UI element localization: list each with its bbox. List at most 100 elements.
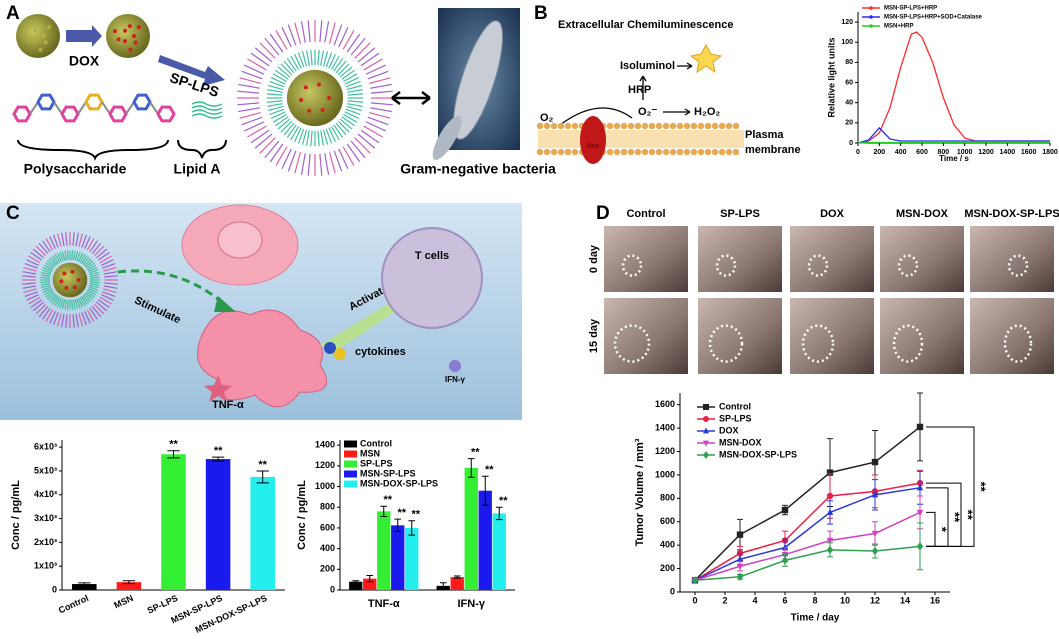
lipid — [317, 130, 320, 147]
mouse-photo — [698, 226, 782, 292]
x-tick-label: 200 — [873, 149, 885, 156]
y-tick-label: 20 — [845, 120, 853, 127]
lipid-head — [564, 122, 572, 130]
lipid — [22, 271, 37, 275]
significance-label: ** — [258, 459, 267, 471]
lipid — [365, 121, 386, 132]
label: Gram-negative bacteria — [400, 161, 556, 177]
lipid-head — [697, 122, 705, 130]
lipid — [325, 52, 333, 68]
x-tick-label: 1400 — [1000, 149, 1016, 156]
lipid — [335, 122, 347, 136]
lipid — [88, 287, 98, 294]
legend-swatch — [344, 460, 357, 468]
lipid — [333, 24, 343, 46]
bar — [377, 511, 391, 590]
lipid — [77, 298, 84, 308]
lipid — [89, 282, 100, 286]
marker — [781, 556, 789, 565]
lipid — [343, 73, 358, 83]
comparison-bracket — [926, 487, 949, 547]
lipid — [337, 63, 350, 76]
lipid — [83, 293, 92, 302]
lipid — [81, 312, 87, 326]
lipid — [269, 143, 284, 163]
lipid — [269, 33, 284, 53]
lipid — [259, 137, 276, 154]
lipid — [275, 69, 289, 80]
lipid — [40, 274, 51, 278]
lipid — [75, 232, 79, 247]
lipid — [335, 60, 347, 74]
bar — [161, 454, 186, 590]
dot — [70, 269, 75, 274]
lipid — [42, 287, 52, 294]
marker — [871, 491, 879, 498]
lipid — [337, 120, 350, 133]
lipid — [286, 58, 297, 72]
legend-label: Control — [360, 438, 392, 448]
significance-label: ** — [383, 494, 392, 506]
lipid — [341, 116, 355, 127]
lipid — [369, 111, 391, 119]
dot — [128, 47, 133, 52]
panel-a: A DOX SP-LPS Polysaccharide Lipid A Gram… — [6, 3, 556, 177]
membrane — [536, 122, 744, 156]
lipid — [280, 63, 293, 76]
lipid-head — [627, 122, 635, 130]
x-tick-label: 4 — [752, 595, 757, 605]
lipid — [294, 22, 302, 44]
significance-label: ** — [485, 464, 494, 476]
lipid — [41, 284, 51, 289]
lipid-head — [634, 122, 642, 130]
lipid — [277, 118, 291, 130]
lipid — [300, 21, 306, 43]
lipid — [94, 304, 105, 315]
y-axis-label: Conc / pg/mL — [10, 480, 22, 550]
marker — [736, 572, 744, 581]
series-line — [857, 126, 1050, 144]
label: TNF-α — [212, 399, 244, 411]
y-tick-label: 600 — [320, 522, 335, 532]
lipid-head — [683, 148, 691, 156]
mouse-photo — [970, 298, 1054, 374]
dot — [316, 82, 321, 87]
y-tick-label: 1x10³ — [34, 561, 57, 571]
y-tick-label: 80 — [845, 59, 853, 66]
y-tick-label: 0 — [849, 140, 853, 147]
diagram-title: Extracellular Chemiluminescence — [558, 19, 733, 31]
y-tick-label: 1000 — [315, 481, 335, 491]
lipid-head — [557, 122, 565, 130]
dot — [123, 28, 128, 33]
lipid — [322, 51, 329, 67]
lipid — [81, 255, 88, 264]
lipid — [338, 27, 349, 48]
lipid-head — [641, 148, 649, 156]
y-tick-label: 800 — [660, 493, 675, 503]
y-tick-label: 800 — [320, 502, 335, 512]
legend-label: SP-LPS — [360, 458, 393, 468]
marker — [916, 423, 924, 431]
lipid — [370, 107, 392, 113]
cytokine — [334, 348, 346, 360]
arrow — [559, 107, 633, 126]
lipid-tail — [191, 101, 223, 107]
lipid — [103, 288, 117, 294]
lipid-head — [536, 148, 544, 156]
y-tick-label: 120 — [841, 19, 853, 26]
y-tick-label: 0 — [52, 584, 57, 594]
lipid — [26, 259, 39, 266]
legend-marker — [703, 451, 709, 459]
lipid — [259, 42, 276, 59]
polysaccharide-chain — [12, 93, 223, 123]
lipid — [333, 150, 343, 172]
nanoparticle — [106, 14, 150, 58]
label: Plasma — [745, 129, 784, 141]
dot — [26, 37, 31, 42]
lipid — [320, 50, 324, 66]
lipid — [346, 105, 362, 112]
legend-label: MSN-SP-LPS+HRP+SOD+Catalase — [884, 15, 983, 21]
lipid — [287, 150, 297, 172]
mouse-photo — [790, 226, 874, 292]
lipid — [237, 90, 260, 94]
